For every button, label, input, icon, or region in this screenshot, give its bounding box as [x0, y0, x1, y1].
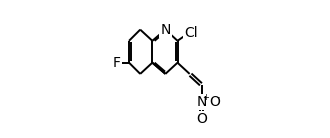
- Text: O: O: [209, 95, 220, 109]
- Text: N: N: [160, 23, 171, 37]
- Text: Cl: Cl: [184, 26, 197, 40]
- Text: N: N: [197, 95, 207, 109]
- Text: O: O: [196, 112, 207, 126]
- Text: F: F: [113, 56, 121, 70]
- Text: -: -: [217, 93, 220, 102]
- Text: +: +: [203, 93, 209, 102]
